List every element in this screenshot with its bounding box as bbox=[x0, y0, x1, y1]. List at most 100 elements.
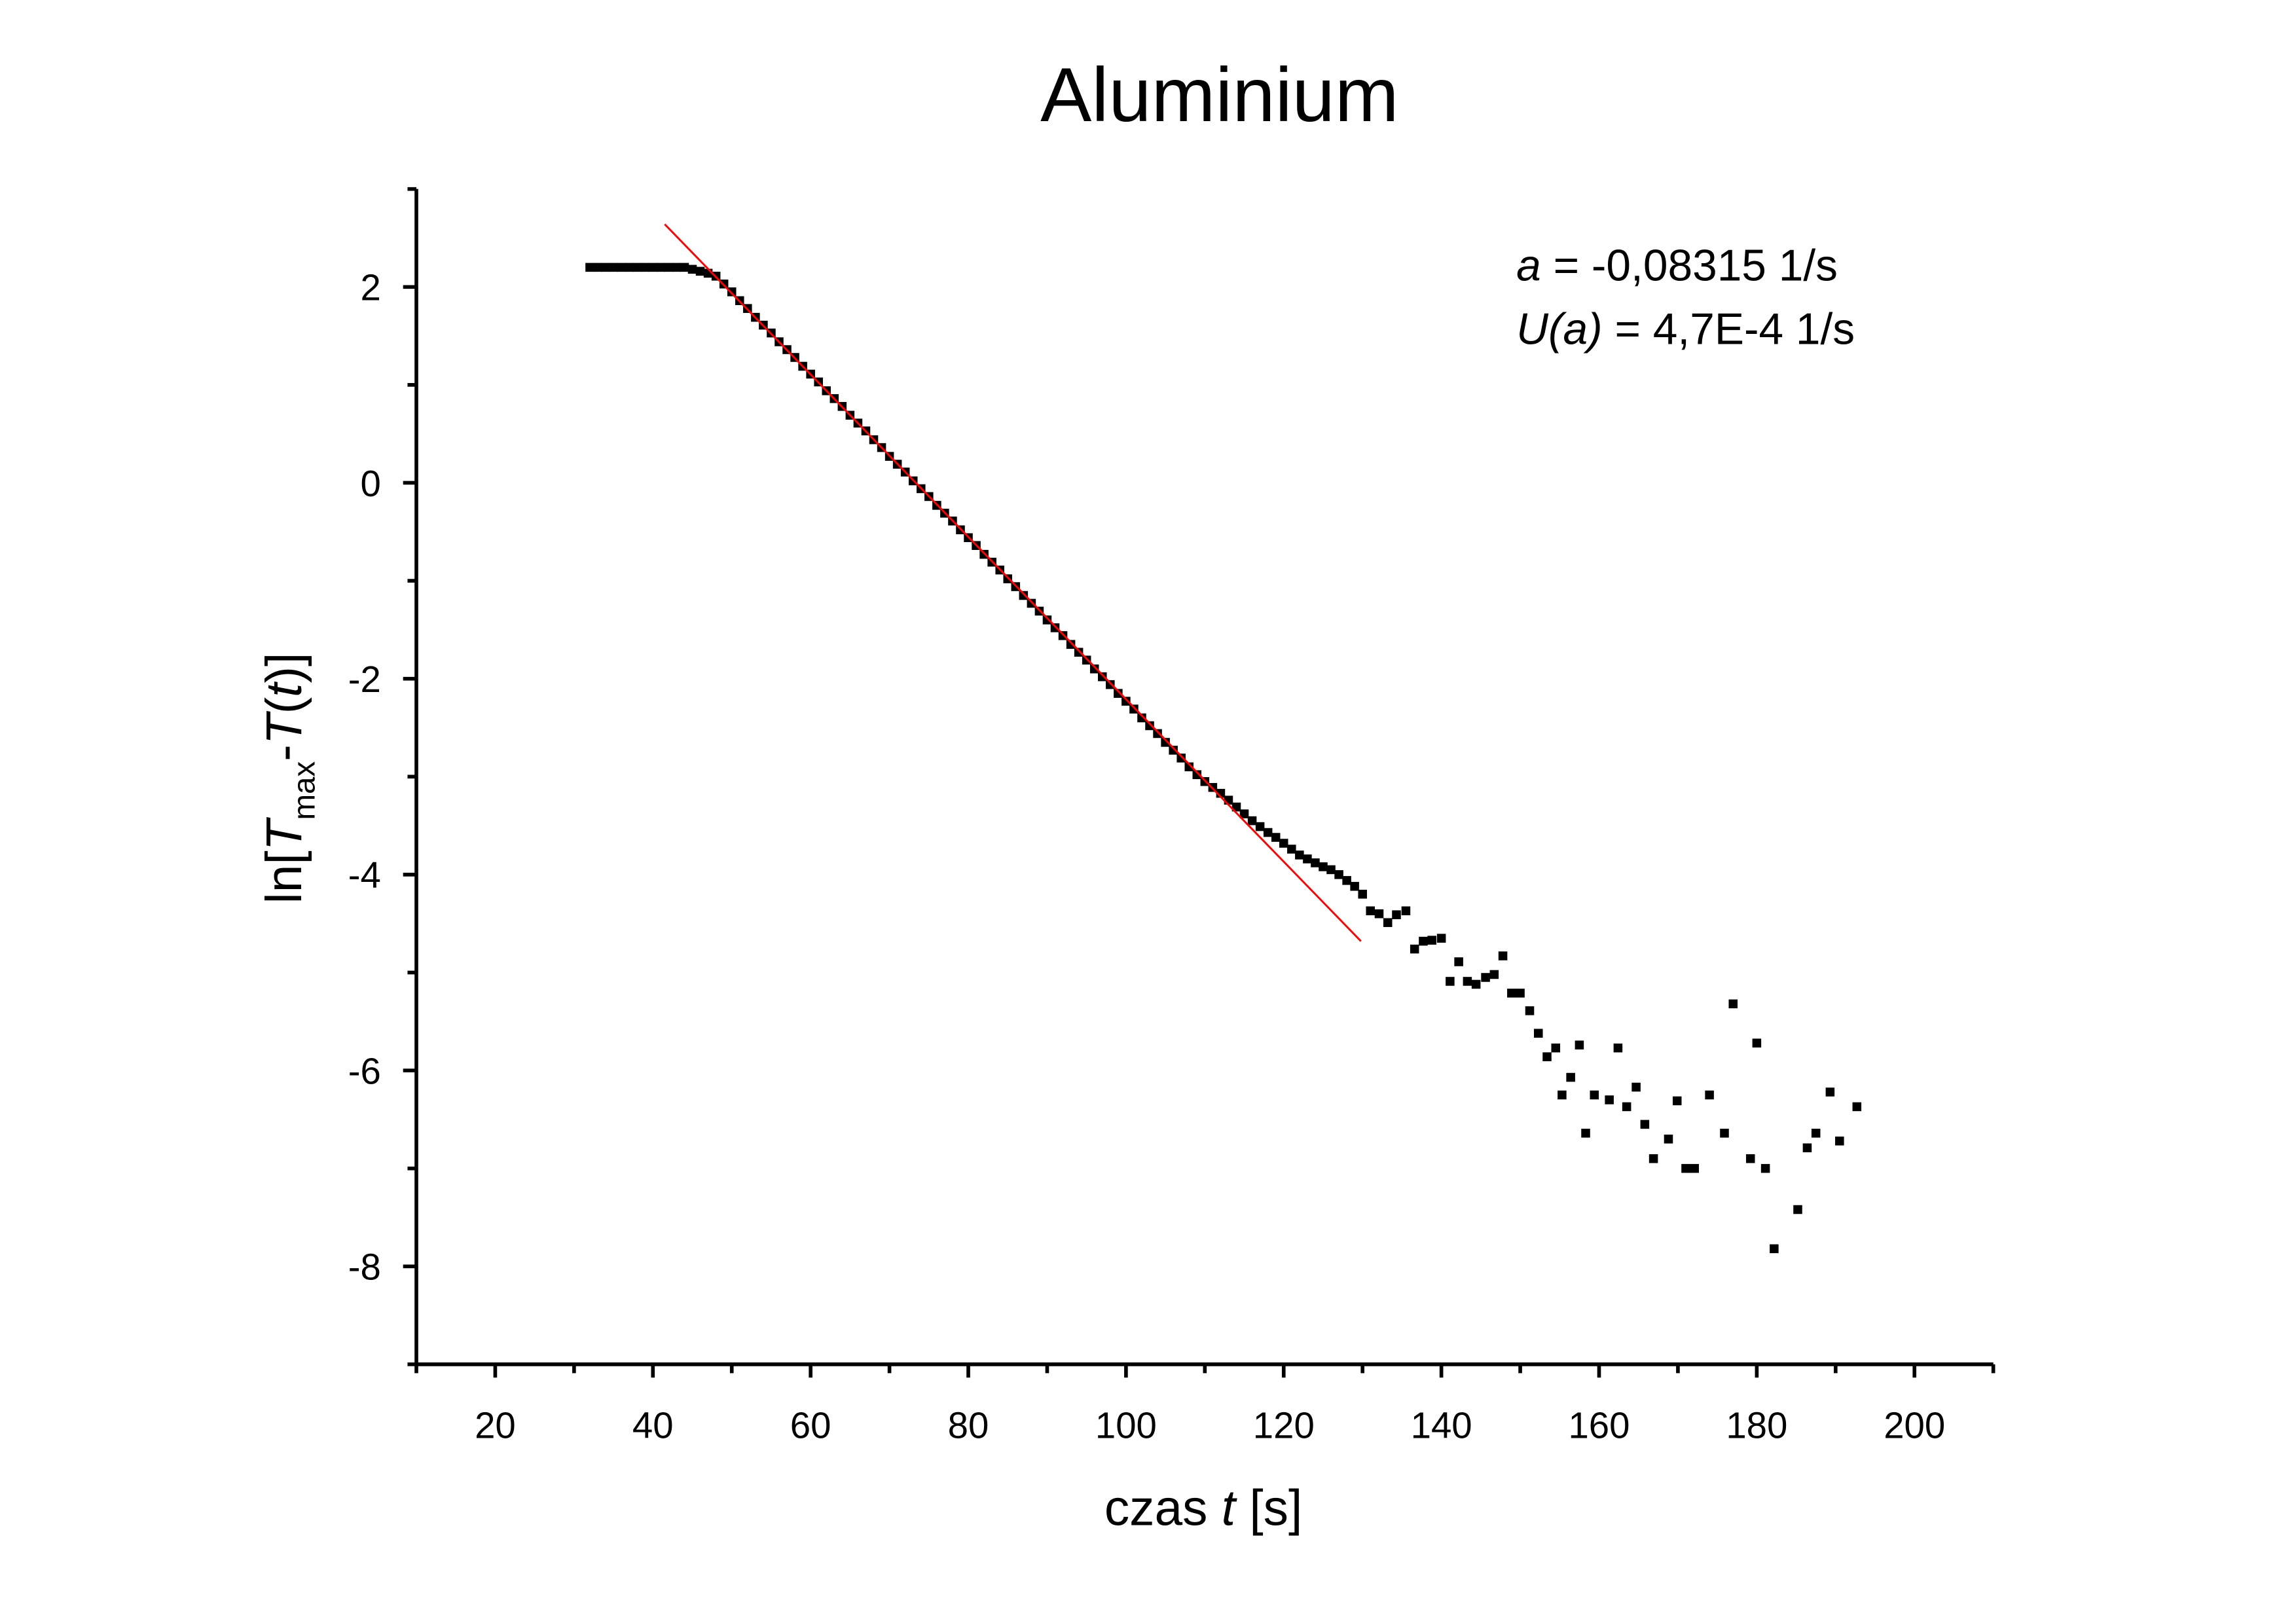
x-tick-label: 100 bbox=[1095, 1405, 1157, 1446]
data-point bbox=[1319, 862, 1328, 871]
data-point bbox=[695, 266, 705, 276]
label-part: )] bbox=[257, 653, 312, 684]
data-point bbox=[1419, 936, 1428, 946]
data-point bbox=[1334, 870, 1343, 879]
label-part: ( bbox=[257, 697, 312, 714]
data-point bbox=[1042, 615, 1052, 625]
x-tick-label: 60 bbox=[790, 1405, 831, 1446]
data-point bbox=[632, 263, 642, 272]
data-point bbox=[1145, 721, 1154, 731]
data-point bbox=[1192, 770, 1202, 780]
data-point bbox=[1558, 1090, 1567, 1100]
data-point bbox=[1121, 697, 1131, 706]
data-point bbox=[601, 263, 610, 272]
data-point bbox=[1161, 738, 1170, 747]
data-point bbox=[1074, 647, 1084, 657]
data-point bbox=[1027, 598, 1036, 608]
y-tick-label: -8 bbox=[348, 1247, 381, 1288]
data-point bbox=[1542, 1052, 1552, 1061]
data-point bbox=[1295, 850, 1304, 860]
data-point bbox=[1224, 795, 1233, 805]
data-point bbox=[687, 264, 697, 274]
data-point bbox=[1392, 910, 1401, 919]
label-part: ln[ bbox=[257, 850, 312, 903]
data-point bbox=[1728, 999, 1738, 1009]
data-point bbox=[1271, 833, 1281, 842]
data-point bbox=[1825, 1087, 1835, 1097]
data-point bbox=[1366, 906, 1376, 915]
data-point bbox=[1516, 989, 1525, 998]
data-point bbox=[1793, 1205, 1802, 1214]
data-point bbox=[1454, 957, 1463, 966]
data-point bbox=[1401, 906, 1411, 915]
data-point bbox=[1690, 1163, 1699, 1173]
data-point bbox=[1287, 845, 1296, 854]
y-tick-label: 2 bbox=[361, 267, 381, 308]
label-part: T bbox=[257, 816, 312, 850]
data-point bbox=[1436, 934, 1446, 943]
data-point bbox=[1745, 1154, 1755, 1163]
data-point bbox=[1255, 822, 1265, 831]
data-point bbox=[1760, 1163, 1770, 1173]
data-point bbox=[656, 263, 666, 272]
data-point bbox=[617, 263, 626, 272]
data-point bbox=[593, 263, 602, 272]
data-point bbox=[1533, 1029, 1543, 1038]
y-tick-label: 0 bbox=[361, 463, 381, 504]
data-point bbox=[1581, 1129, 1590, 1138]
data-point bbox=[1446, 977, 1455, 986]
data-point bbox=[1169, 746, 1178, 755]
data-point bbox=[1770, 1244, 1779, 1254]
label-part: = -0,08315 1/s bbox=[1541, 242, 1838, 291]
x-tick-label: 140 bbox=[1411, 1405, 1472, 1446]
data-point bbox=[1098, 672, 1107, 682]
x-tick-label: 160 bbox=[1568, 1405, 1630, 1446]
data-point bbox=[1114, 689, 1123, 698]
data-point bbox=[1705, 1090, 1714, 1100]
x-tick-label: 80 bbox=[948, 1405, 989, 1446]
data-point bbox=[664, 263, 674, 272]
chart-title: Aluminium bbox=[1040, 52, 1398, 137]
data-point bbox=[1649, 1154, 1658, 1163]
data-point bbox=[625, 263, 634, 272]
data-point bbox=[680, 263, 689, 272]
data-point bbox=[1463, 977, 1472, 986]
data-point bbox=[1311, 858, 1320, 867]
data-point bbox=[1326, 865, 1336, 875]
label-part: max bbox=[287, 761, 321, 820]
data-point bbox=[1137, 713, 1146, 723]
y-tick-label: -2 bbox=[348, 659, 381, 700]
data-point bbox=[1089, 664, 1099, 674]
data-point bbox=[1672, 1096, 1682, 1106]
data-point bbox=[1575, 1040, 1584, 1049]
data-point bbox=[1551, 1043, 1561, 1053]
label-part: czas bbox=[1104, 1481, 1222, 1537]
fit-line bbox=[664, 223, 1362, 942]
x-axis-label: czas t [s] bbox=[1104, 1481, 1302, 1537]
data-point bbox=[1019, 591, 1029, 600]
data-point bbox=[672, 263, 682, 272]
data-point bbox=[640, 263, 650, 272]
data-point bbox=[1489, 970, 1499, 979]
x-tick-label: 180 bbox=[1726, 1405, 1787, 1446]
data-point bbox=[1410, 944, 1419, 954]
data-point bbox=[1852, 1102, 1862, 1112]
x-tick-label: 40 bbox=[632, 1405, 674, 1446]
data-point bbox=[1471, 979, 1481, 989]
data-point bbox=[1176, 754, 1186, 763]
label-part: = 4,7E-4 1/s bbox=[1603, 304, 1855, 354]
data-point bbox=[1350, 882, 1359, 891]
data-point bbox=[1153, 729, 1162, 739]
data-point bbox=[1129, 704, 1139, 714]
data-point bbox=[1525, 1006, 1535, 1015]
annotation: a = -0,08315 1/s bbox=[1516, 242, 1838, 291]
data-point bbox=[1622, 1102, 1631, 1112]
data-point bbox=[1082, 655, 1091, 665]
data-point bbox=[1239, 809, 1249, 818]
label-part: U(a) bbox=[1516, 304, 1603, 354]
data-point bbox=[1613, 1043, 1623, 1053]
data-point bbox=[609, 263, 618, 272]
y-tick-label: -6 bbox=[348, 1050, 381, 1091]
data-point bbox=[585, 263, 594, 272]
